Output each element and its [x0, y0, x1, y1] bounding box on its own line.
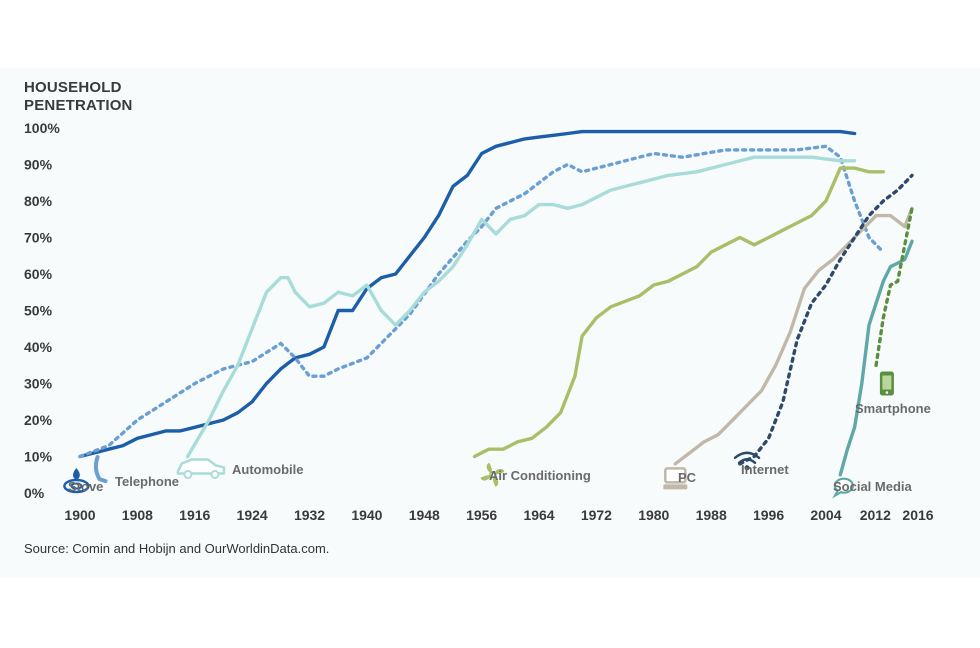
- y-tick-label: 80%: [24, 193, 53, 209]
- social-media-icon: [832, 477, 854, 499]
- label-stove: Stove: [68, 479, 103, 494]
- y-tick-label: 90%: [24, 157, 53, 173]
- series-line-air-conditioning: [472, 166, 885, 459]
- penetration-chart: HOUSEHOLD PENETRATION 0% 10% 20% 30% 40% 50% 6…: [24, 79, 934, 556]
- series-line-telephone: [78, 144, 885, 459]
- x-tick-label: 2016: [902, 507, 933, 523]
- x-tick-label: 1940: [351, 507, 382, 523]
- series-line-smartphone: [874, 206, 914, 367]
- label-automobile: Automobile: [232, 462, 304, 477]
- label-pc: PC: [678, 470, 697, 485]
- smartphone-icon: [879, 371, 894, 396]
- source-note: Source: Comin and Hobijn and OurWorldinD…: [24, 541, 329, 556]
- label-internet: Internet: [741, 462, 789, 477]
- x-tick-label: 1908: [122, 507, 153, 523]
- series-line-stove: [78, 129, 857, 459]
- pc-icon: [663, 467, 688, 490]
- x-tick-label: 1996: [753, 507, 784, 523]
- y-tick-label: 30%: [24, 376, 53, 392]
- series-line-automobile: [185, 155, 857, 459]
- series-line-internet: [738, 173, 914, 466]
- chart-title-line1: HOUSEHOLD: [24, 79, 122, 96]
- x-tick-label: 1900: [64, 507, 95, 523]
- y-tick-label: 70%: [24, 230, 53, 246]
- y-tick-label: 100%: [24, 120, 60, 136]
- x-tick-label: 1988: [696, 507, 727, 523]
- automobile-icon: [176, 458, 226, 479]
- air-conditioning-icon: [480, 462, 505, 487]
- label-social-media: Social Media: [833, 479, 913, 494]
- x-tick-label: 1916: [179, 507, 210, 523]
- telephone-icon: [93, 455, 108, 484]
- x-tick-label: 1924: [237, 507, 268, 523]
- y-tick-label: 50%: [24, 303, 53, 319]
- x-tick-label: 1948: [409, 507, 440, 523]
- x-tick-label: 1964: [523, 507, 554, 523]
- x-tick-label: 1956: [466, 507, 497, 523]
- y-tick-label: 60%: [24, 266, 53, 282]
- chart-title-line2: PENETRATION: [24, 97, 133, 114]
- x-tick-label: 2004: [810, 507, 841, 523]
- x-tick-label: 1972: [581, 507, 612, 523]
- x-tick-label: 1932: [294, 507, 325, 523]
- series-line-pc: [673, 206, 914, 466]
- label-smartphone: Smartphone: [855, 401, 931, 416]
- stove-icon: [63, 468, 90, 494]
- y-tick-label: 40%: [24, 339, 53, 355]
- chart-panel: HOUSEHOLD PENETRATION 0% 10% 20% 30% 40% 50% 6…: [0, 68, 980, 578]
- y-tick-label: 20%: [24, 412, 53, 428]
- internet-icon: [733, 451, 761, 471]
- x-tick-label: 1980: [638, 507, 669, 523]
- y-tick-label: 0%: [24, 485, 45, 501]
- y-tick-label: 10%: [24, 449, 53, 465]
- label-air-conditioning: Air Conditioning: [489, 468, 591, 483]
- x-tick-label: 2012: [860, 507, 891, 523]
- label-telephone: Telephone: [115, 474, 179, 489]
- series-line-social-media: [838, 239, 914, 477]
